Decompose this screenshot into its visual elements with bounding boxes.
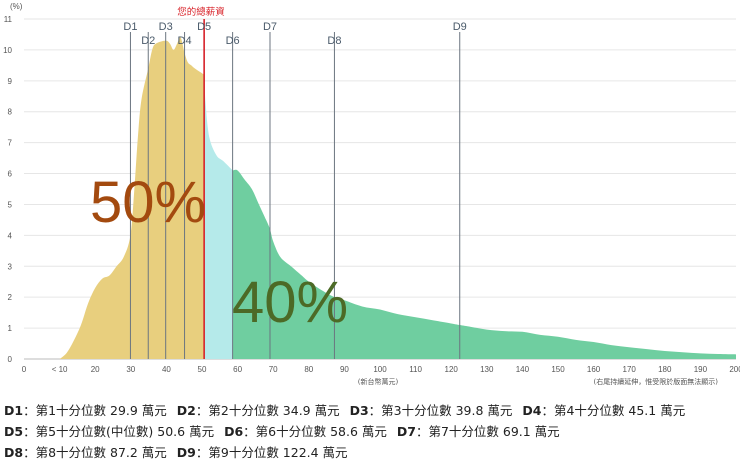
x-tick-label-110: 110 <box>409 365 422 374</box>
distribution-area-region-2 <box>204 74 233 360</box>
x-tick-label-80: 80 <box>304 365 313 374</box>
decile-label-d6: D6 <box>226 35 240 47</box>
x-tick-label-180: 180 <box>658 365 672 374</box>
distribution-area-region-3 <box>232 169 736 359</box>
x-tick-label-60: 60 <box>233 365 242 374</box>
decile-label-d1: D1 <box>123 21 137 33</box>
y-tick-label-5: 5 <box>8 200 13 209</box>
y-tick-label-3: 3 <box>8 262 13 271</box>
x-tick-label-40: 40 <box>162 365 171 374</box>
area-layer <box>59 37 736 360</box>
decile-line-layer <box>129 19 461 359</box>
x-tick-label-90: 90 <box>340 365 349 374</box>
y-tick-label-8: 8 <box>8 108 13 117</box>
x-tick-label-170: 170 <box>623 365 637 374</box>
legend-item-d3: D3：第3十分位數 39.8 萬元 <box>349 403 513 418</box>
x-tick-label-10: < 10 <box>52 365 68 374</box>
legend-row-2: D5：第5十分位數(中位數) 50.6 萬元 D6：第6十分位數 58.6 萬元… <box>4 421 736 442</box>
legend-item-d1: D1：第1十分位數 29.9 萬元 <box>4 403 167 418</box>
decile-label-d4: D4 <box>178 35 192 47</box>
distribution-area-region-1 <box>59 37 205 359</box>
y-tick-label-1: 1 <box>8 324 13 333</box>
legend-item-d5: D5：第5十分位數(中位數) 50.6 萬元 <box>4 424 215 439</box>
legend-item-d7: D7：第7十分位數 69.1 萬元 <box>396 424 560 439</box>
decile-label-d3: D3 <box>159 21 173 33</box>
x-axis-unit-note: (新台幣萬元) <box>358 377 399 386</box>
y-tick-label-9: 9 <box>8 77 13 86</box>
legend-item-d2: D2：第2十分位數 34.9 萬元 <box>176 403 340 418</box>
x-tick-label-140: 140 <box>516 365 530 374</box>
y-tick-label-4: 4 <box>8 231 13 240</box>
decile-label-d9: D9 <box>453 21 467 33</box>
legend-row-3: D8：第8十分位數 87.2 萬元 D9：第9十分位數 122.4 萬元 <box>4 442 736 463</box>
y-tick-label-7: 7 <box>8 139 13 148</box>
x-tick-label-150: 150 <box>551 365 565 374</box>
x-tick-label-200: 200 <box>729 365 740 374</box>
decile-legend: D1：第1十分位數 29.9 萬元 D2：第2十分位數 34.9 萬元 D3：第… <box>4 400 736 463</box>
legend-item-d9: D9：第9十分位數 122.4 萬元 <box>176 445 348 460</box>
user-salary-marker-label: 您的總薪資 <box>177 6 225 18</box>
y-tick-label-0: 0 <box>8 355 13 364</box>
decile-label-d2: D2 <box>141 35 155 47</box>
y-axis-unit: (%) <box>10 2 23 11</box>
y-tick-label-10: 10 <box>3 46 12 55</box>
x-tick-label-70: 70 <box>269 365 278 374</box>
legend-item-d4: D4：第4十分位數 45.1 萬元 <box>522 403 686 418</box>
decile-label-d5: D5 <box>197 21 211 33</box>
percent-label-region-1: 50% <box>90 170 206 235</box>
x-tick-label-0: 0 <box>22 365 27 374</box>
y-tick-label-6: 6 <box>8 170 13 179</box>
y-tick-label-2: 2 <box>8 293 13 302</box>
x-axis-right-tail-note: (右尾持續延伸，惟受限於版面無法顯示) <box>594 377 719 386</box>
y-tick-label-11: 11 <box>4 15 13 24</box>
x-tick-label-120: 120 <box>445 365 459 374</box>
legend-item-d6: D6：第6十分位數 58.6 萬元 <box>224 424 387 439</box>
x-tick-label-100: 100 <box>373 365 387 374</box>
x-tick-label-30: 30 <box>126 365 135 374</box>
label-layer: D1 D2 D3 D4 D5 D6 D7 D8 D9 50% 40% <box>90 21 467 335</box>
x-tick-label-190: 190 <box>694 365 708 374</box>
x-tick-label-50: 50 <box>198 365 207 374</box>
x-tick-label-160: 160 <box>587 365 601 374</box>
decile-label-d7: D7 <box>263 21 277 33</box>
legend-item-d8: D8：第8十分位數 87.2 萬元 <box>4 445 167 460</box>
legend-row-1: D1：第1十分位數 29.9 萬元 D2：第2十分位數 34.9 萬元 D3：第… <box>4 400 736 421</box>
x-tick-label-20: 20 <box>91 365 100 374</box>
x-tick-label-130: 130 <box>480 365 494 374</box>
percent-label-region-3: 40% <box>232 270 348 335</box>
decile-label-d8: D8 <box>327 35 341 47</box>
